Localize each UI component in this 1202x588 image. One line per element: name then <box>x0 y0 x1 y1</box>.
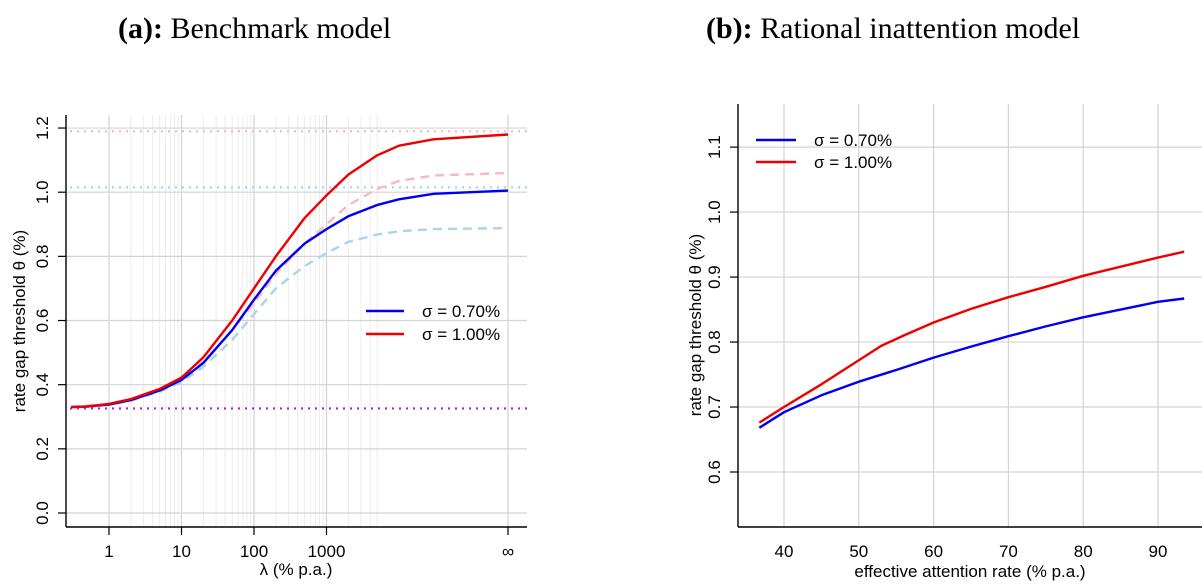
y-tick-label: 0.0 <box>33 501 52 525</box>
y-tick-label: 0.6 <box>33 309 52 333</box>
y-tick-label: 0.9 <box>705 265 724 289</box>
y-axis-label: rate gap threshold θ (%) <box>686 234 705 416</box>
x-tick-label: 1000 <box>308 542 346 561</box>
chart-benchmark: 1 10 100 1000 ∞ 0.0 0.2 0.4 0.6 0.8 1.0 1.2 λ (% p.a… <box>10 115 527 579</box>
series-line <box>71 189 509 409</box>
y-tick-label: 0.6 <box>705 460 724 484</box>
y-axis-label: rate gap threshold θ (%) <box>10 230 29 412</box>
x-tick-label-infinity: ∞ <box>502 542 514 561</box>
y-tick-label: 0.7 <box>705 395 724 419</box>
legend-label: σ = 0.70% <box>422 302 500 321</box>
legend-label: σ = 1.00% <box>422 325 500 344</box>
x-axis-label: λ (% p.a.) <box>260 560 333 579</box>
y-tick-label: 1.0 <box>705 200 724 224</box>
x-tick-label: 70 <box>999 542 1018 561</box>
x-tick-label: 50 <box>849 542 868 561</box>
panel-b-title: (b): Rational inattention model <box>706 12 1081 45</box>
x-axis-label: effective attention rate (% p.a.) <box>854 562 1085 581</box>
x-tick-label: 1 <box>104 542 113 561</box>
series-line <box>758 297 1185 429</box>
y-tick-label: 0.8 <box>705 330 724 354</box>
legend-label: σ = 0.70% <box>814 131 892 150</box>
y-tick-label: 0.4 <box>33 373 52 397</box>
x-tick-label: 100 <box>240 542 268 561</box>
y-tick-label: 0.8 <box>33 245 52 269</box>
x-tick-label: 10 <box>172 542 191 561</box>
x-tick-label: 90 <box>1149 542 1168 561</box>
series-line <box>758 250 1185 424</box>
y-tick-label: 1.2 <box>33 116 52 140</box>
series-line <box>71 133 509 409</box>
y-tick-label: 1.0 <box>33 180 52 204</box>
x-tick-label: 40 <box>775 542 794 561</box>
x-tick-label: 60 <box>924 542 943 561</box>
legend-label: σ = 1.00% <box>814 153 892 172</box>
x-tick-label: 80 <box>1074 542 1093 561</box>
series-line-dashed <box>70 171 509 409</box>
y-tick-label: 1.1 <box>705 135 724 159</box>
y-tick-label: 0.2 <box>33 437 52 461</box>
panel-a-title: (a): Benchmark model <box>118 12 392 45</box>
